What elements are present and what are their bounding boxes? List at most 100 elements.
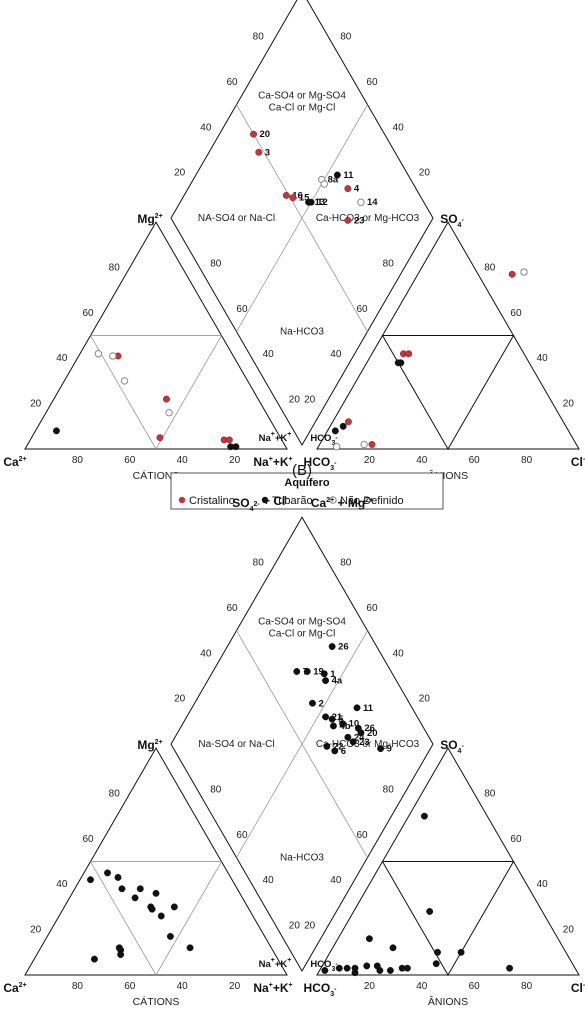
- tick-label: 20: [289, 921, 301, 932]
- anion-point: [457, 948, 465, 956]
- axis-labels: SO42- + Cl-Ca2+ + Mg2+Mg2+SO4-Ca2+Na++K+…: [3, 212, 585, 472]
- cation-point: [104, 869, 111, 877]
- zone-label: Ca-HCO3 or Mg-HCO3: [316, 213, 420, 224]
- tick-label: 40: [263, 875, 275, 886]
- cation-point: [94, 350, 103, 358]
- cation-point: [186, 944, 194, 952]
- tick-label: 40: [177, 455, 189, 466]
- axis-label-so4: SO4-: [440, 212, 464, 229]
- point-label: 26: [338, 642, 349, 653]
- point-label: 21: [332, 712, 343, 723]
- tick-label: 80: [253, 32, 265, 43]
- tick-label: 80: [72, 455, 84, 466]
- anion-point: [321, 967, 329, 974]
- cation-point: [148, 905, 156, 913]
- anion-point: [394, 359, 402, 367]
- legend: Aquífero Cristalino Tubarão Não Definido: [170, 472, 444, 510]
- zone-label: Na-HCO3: [280, 853, 324, 864]
- diamond: [170, 0, 434, 446]
- cation-point: [166, 932, 174, 940]
- legend-item-label: Tubarão: [272, 495, 313, 507]
- tick-label: 60: [124, 455, 136, 466]
- point-label: 7: [303, 666, 308, 677]
- axis-label-so4-cl: SO42- + Cl-: [232, 494, 288, 513]
- anion-point: [432, 960, 440, 968]
- axis-label-na-k: Na++K+: [253, 981, 292, 995]
- axis-label-mg: Mg2+: [137, 738, 162, 752]
- cation-point: [117, 951, 125, 959]
- cation-divider: [155, 861, 222, 976]
- cation-point: [114, 873, 122, 881]
- tick-label: 20: [30, 925, 42, 936]
- tick-label: 40: [537, 353, 549, 364]
- point-label: 4: [354, 184, 360, 195]
- tick-label: 80: [210, 784, 222, 795]
- diagram-frame: [24, 0, 580, 451]
- legend-item-label: Cristalino: [189, 495, 235, 507]
- diamond-point: [320, 670, 328, 678]
- point-label: 9: [387, 744, 392, 755]
- zone-label: Ca-HCO3 or Mg-HCO3: [316, 739, 420, 750]
- zone-label: Ca-Cl or Mg-Cl: [269, 103, 336, 114]
- tick-label: 40: [200, 122, 212, 133]
- tick-label: 20: [174, 168, 186, 179]
- axis-label-so4: SO4-: [440, 738, 464, 755]
- tick-label: 60: [236, 304, 248, 315]
- tick-label: 60: [469, 981, 481, 992]
- diamond: [170, 516, 434, 973]
- diamond-point: [307, 198, 315, 206]
- diamond-point: [320, 180, 328, 188]
- axis-label-na-k: Na++K+: [253, 455, 292, 469]
- cation-point: [170, 903, 178, 911]
- axis-label-ca-mg: Ca2+ + Mg2+: [311, 496, 373, 510]
- tick-label: 20: [419, 694, 431, 705]
- zone-label: Ca-Cl or Mg-Cl: [269, 629, 336, 640]
- diamond-point: [323, 742, 331, 750]
- tick-label: 40: [416, 455, 428, 466]
- tick-label: 80: [521, 981, 533, 992]
- tick-label: 20: [304, 921, 316, 932]
- anion-point: [332, 443, 341, 451]
- diamond-point: [255, 148, 263, 156]
- anion-point: [351, 969, 359, 977]
- point-label: 11: [363, 703, 374, 714]
- anion-point: [426, 908, 434, 915]
- cation-point: [136, 885, 144, 893]
- anion-point: [335, 964, 343, 972]
- tick-label: 20: [563, 925, 575, 936]
- axis-label-ca: Ca2+: [3, 981, 26, 995]
- anion-divider: [381, 335, 515, 451]
- cation-point: [90, 955, 98, 963]
- anion-point: [386, 967, 394, 974]
- tick-label: 20: [304, 395, 316, 406]
- legend-item-label: Não Definido: [340, 495, 404, 507]
- legend-title: Aquífero: [284, 477, 330, 489]
- tick-label: 20: [30, 399, 42, 410]
- cation-point: [157, 912, 165, 920]
- point-label: 13: [315, 197, 326, 208]
- point-label: 20: [367, 728, 378, 739]
- zone-label: Na-SO4 or Na-Cl: [198, 739, 274, 750]
- anion-point: [368, 441, 376, 448]
- tick-label: 40: [393, 648, 405, 659]
- tick-label: 40: [393, 122, 405, 133]
- axis-label-na-k-inner: Na++K+: [259, 431, 292, 444]
- tick-label: 40: [56, 879, 68, 890]
- anion-point: [376, 967, 384, 974]
- tick-label: 80: [210, 258, 222, 269]
- cation-point: [109, 352, 117, 360]
- point-label: 24: [354, 732, 365, 743]
- zone-label: Na-HCO3: [280, 327, 324, 338]
- tick-label: 60: [356, 304, 368, 315]
- diamond-point: [289, 194, 297, 202]
- axis-label-hco3-inner: HCO3-: [310, 433, 338, 447]
- anion-point: [520, 268, 528, 276]
- cation-point: [131, 894, 139, 902]
- point-label: 16: [292, 190, 303, 201]
- diamond-divider: [236, 104, 368, 332]
- tick-label: 60: [124, 981, 136, 992]
